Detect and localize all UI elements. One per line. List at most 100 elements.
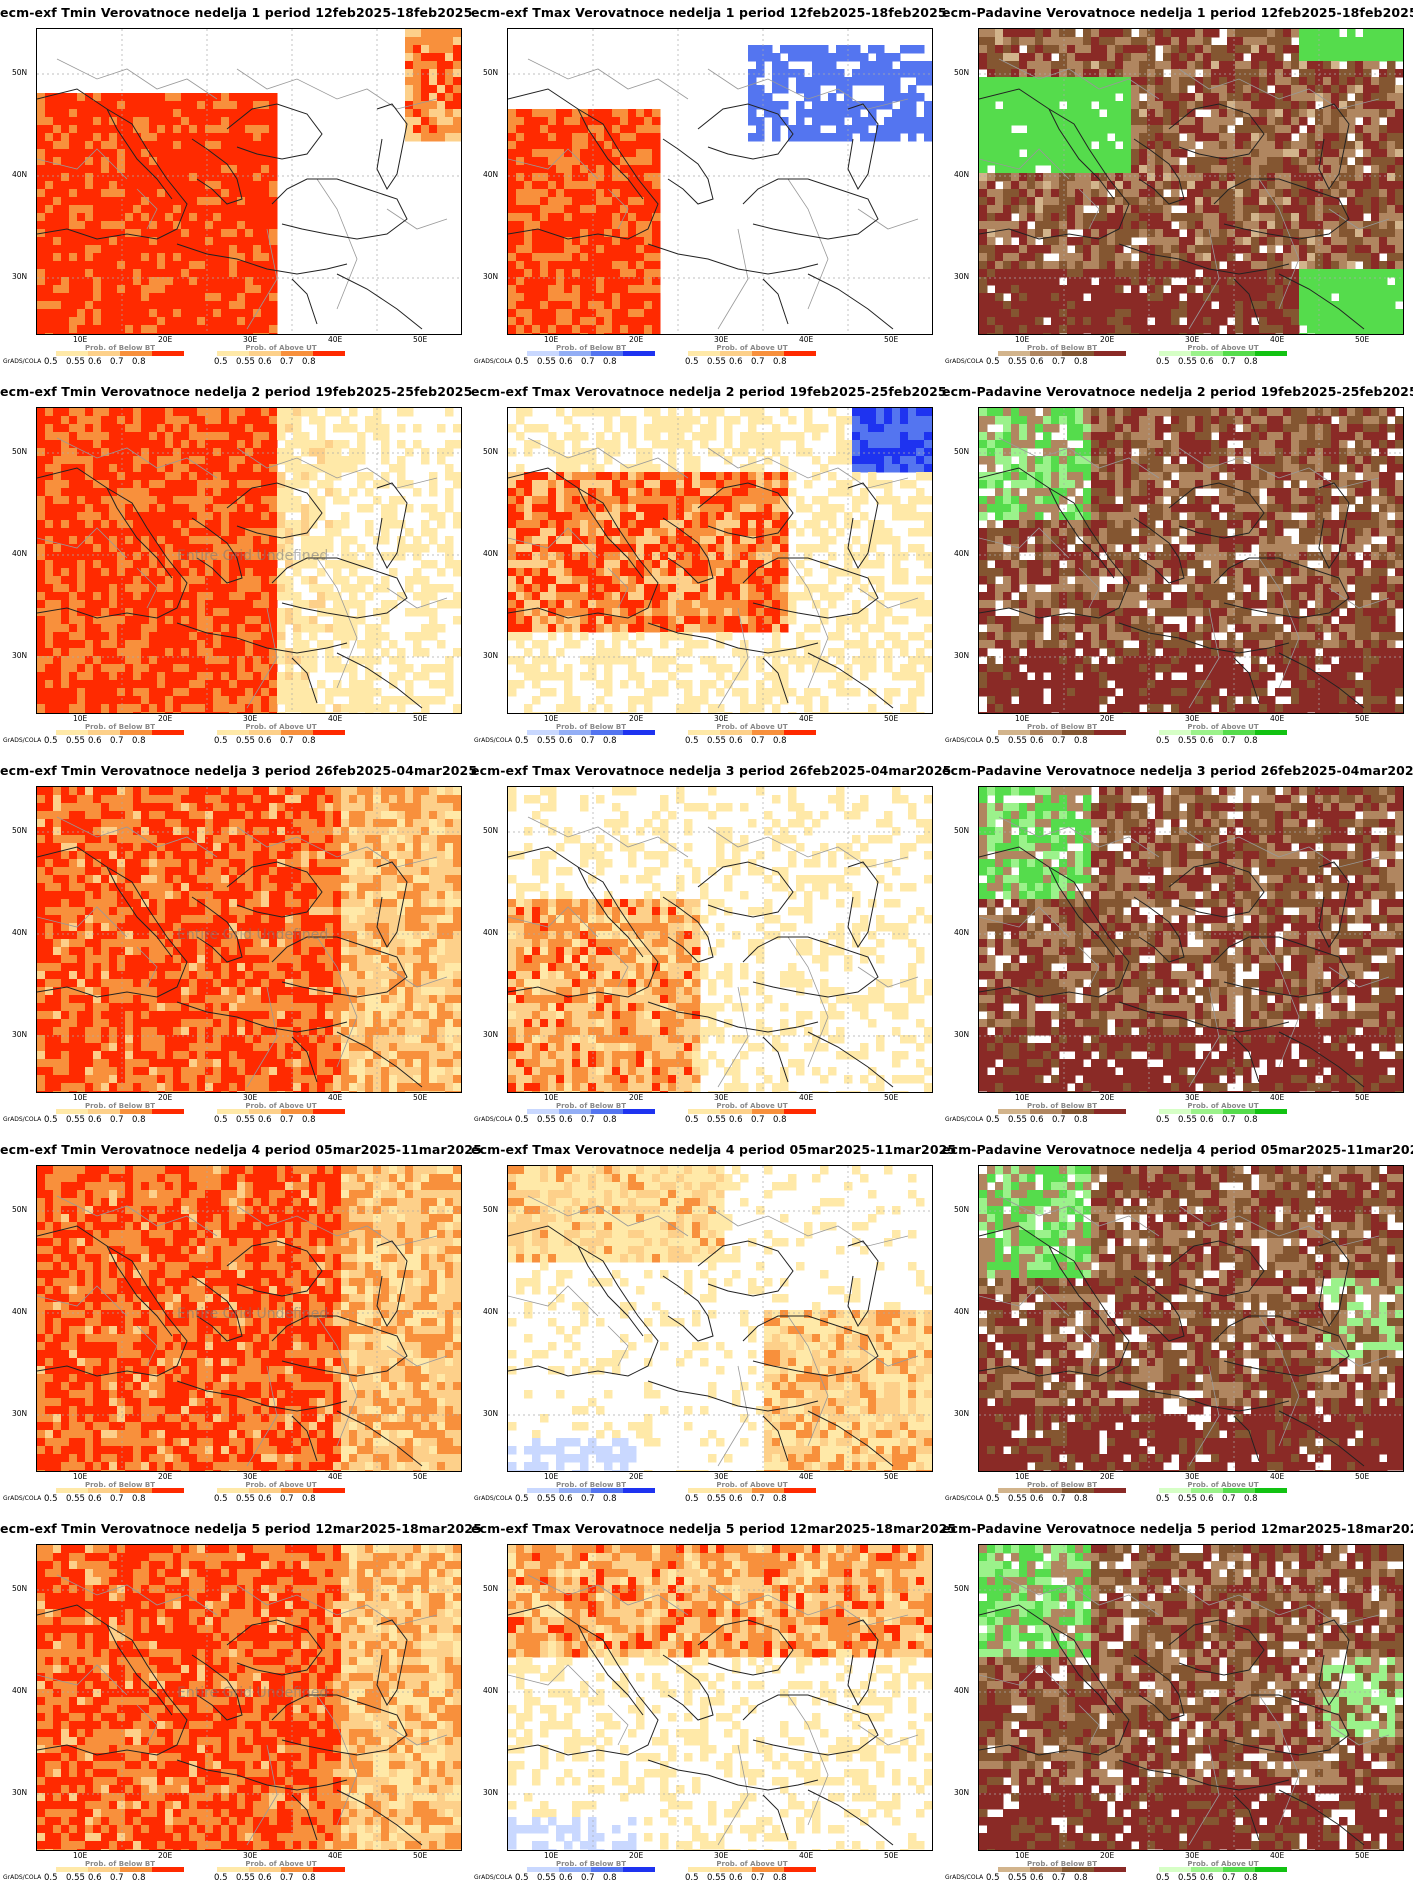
country-border — [979, 148, 1070, 180]
probability-cell — [189, 261, 198, 270]
probability-cell — [229, 157, 238, 166]
probability-cell — [229, 277, 238, 286]
probability-cell — [508, 205, 517, 214]
probability-cell — [1179, 173, 1188, 182]
probability-cell — [61, 165, 70, 174]
probability-cell — [61, 544, 70, 553]
tick-label: 0.7 — [1222, 357, 1236, 367]
probability-cell — [852, 69, 861, 78]
probability-cell — [1291, 325, 1300, 334]
probability-cell — [293, 424, 302, 433]
probability-cell — [796, 77, 805, 86]
probability-cell — [516, 221, 525, 230]
probability-cell — [397, 520, 406, 529]
probability-cell — [205, 293, 214, 302]
probability-cell — [93, 197, 102, 206]
probability-cell — [1003, 197, 1012, 206]
probability-cell — [109, 181, 118, 190]
probability-cell — [253, 229, 262, 238]
probability-cell — [277, 432, 286, 441]
probability-cell — [189, 568, 198, 577]
probability-cell — [381, 520, 390, 529]
probability-cell — [1075, 181, 1084, 190]
probability-cell — [1043, 277, 1052, 286]
probability-cell — [524, 125, 533, 134]
probability-cell — [1355, 221, 1364, 230]
probability-cell — [1211, 61, 1220, 70]
probability-cell — [1299, 317, 1308, 326]
probability-cell — [77, 560, 86, 569]
probability-cell — [189, 544, 198, 553]
probability-cell — [1307, 229, 1316, 238]
probability-cell — [1243, 157, 1252, 166]
probability-cell — [173, 149, 182, 158]
probability-cell — [37, 173, 46, 182]
probability-cell — [1267, 301, 1276, 310]
probability-cell — [85, 424, 94, 433]
probability-cell — [93, 261, 102, 270]
probability-cell — [133, 584, 142, 593]
probability-cell — [173, 496, 182, 505]
probability-cell — [524, 309, 533, 318]
probability-cell — [133, 317, 142, 326]
probability-cell — [1051, 237, 1060, 246]
probability-cell — [1379, 77, 1388, 86]
probability-cell — [109, 600, 118, 609]
below-legend-title: Prob. of Below BT — [527, 344, 655, 352]
probability-cell — [1371, 189, 1380, 198]
probability-cell — [620, 109, 629, 118]
probability-cell — [508, 165, 517, 174]
probability-cell — [1043, 77, 1052, 86]
probability-cell — [309, 408, 318, 417]
probability-cell — [1331, 213, 1340, 222]
probability-cell — [1051, 173, 1060, 182]
probability-cell — [69, 101, 78, 110]
probability-cell — [620, 237, 629, 246]
probability-cell — [117, 109, 126, 118]
probability-cell — [109, 149, 118, 158]
probability-cell — [1395, 109, 1403, 118]
probability-cell — [1227, 213, 1236, 222]
probability-cell — [1067, 317, 1076, 326]
probability-cell — [1243, 293, 1252, 302]
probability-cell — [812, 93, 821, 102]
probability-cell — [548, 141, 557, 150]
probability-cell — [628, 157, 637, 166]
probability-cell — [1363, 317, 1372, 326]
probability-cell — [205, 608, 214, 617]
probability-cell — [596, 293, 605, 302]
probability-cell — [445, 488, 454, 497]
probability-cell — [1315, 37, 1324, 46]
probability-cell — [1259, 221, 1268, 230]
probability-cell — [1315, 253, 1324, 262]
probability-cell — [979, 189, 988, 198]
probability-cell — [1355, 301, 1364, 310]
probability-cell — [1275, 189, 1284, 198]
probability-cell — [389, 552, 398, 561]
probability-cell — [1379, 269, 1388, 278]
probability-cell — [1347, 45, 1356, 54]
probability-cell — [421, 125, 430, 134]
probability-cell — [1203, 301, 1212, 310]
probability-cell — [1195, 77, 1204, 86]
probability-cell — [1267, 37, 1276, 46]
probability-cell — [1059, 253, 1068, 262]
probability-cell — [141, 93, 150, 102]
probability-cell — [1043, 37, 1052, 46]
probability-cell — [173, 440, 182, 449]
probability-cell — [1323, 93, 1332, 102]
probability-cell — [189, 309, 198, 318]
probability-cell — [1035, 189, 1044, 198]
probability-cell — [1099, 125, 1108, 134]
probability-cell — [1155, 229, 1164, 238]
probability-cell — [1371, 149, 1380, 158]
probability-cell — [580, 133, 589, 142]
probability-cell — [125, 424, 134, 433]
probability-cell — [1251, 109, 1260, 118]
probability-cell — [1315, 93, 1324, 102]
probability-cell — [53, 173, 62, 182]
probability-cell — [1163, 77, 1172, 86]
probability-cell — [1267, 157, 1276, 166]
probability-cell — [572, 317, 581, 326]
probability-cell — [636, 269, 645, 278]
